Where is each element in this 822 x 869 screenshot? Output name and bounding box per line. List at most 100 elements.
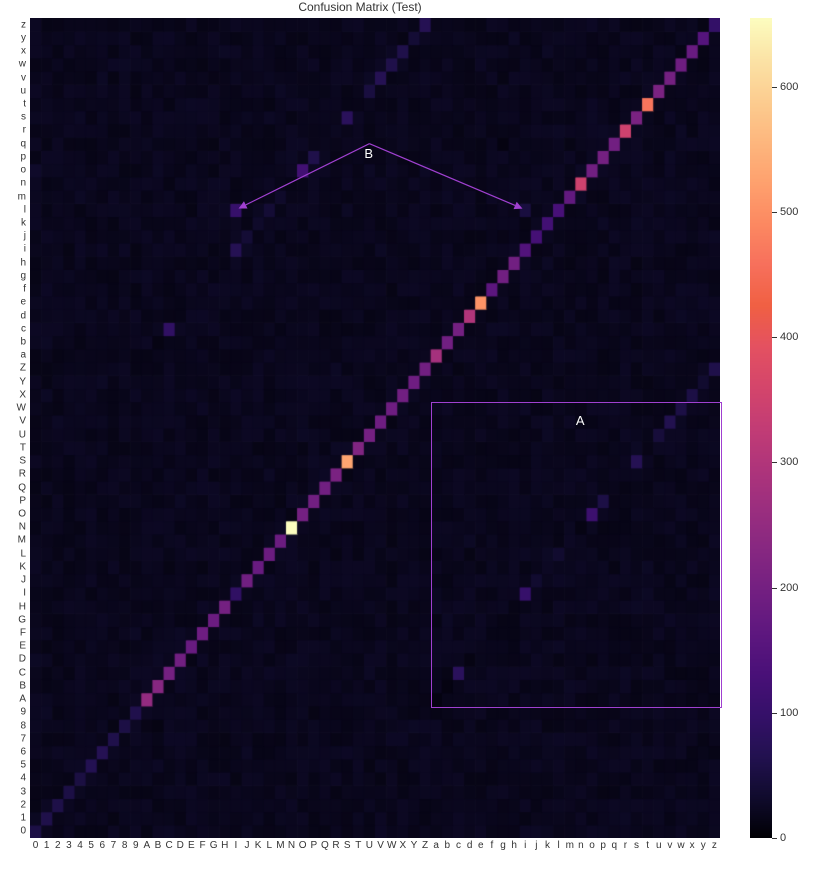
y-tick-label: t [23,98,26,109]
y-tick-label: P [19,495,26,506]
x-tick-label: d [467,840,473,851]
colorbar-tick-mark [772,588,777,589]
x-tick-label: f [490,840,493,851]
y-tick-label: p [20,151,26,162]
x-axis-labels: 0123456789ABCDEFGHIJKLMNOPQRSTUVWXYZabcd… [30,840,720,860]
x-tick-label: v [667,840,672,851]
x-tick-label: o [589,840,595,851]
x-tick-label: h [511,840,517,851]
y-tick-label: K [19,561,26,572]
y-tick-label: 6 [20,747,26,758]
y-tick-label: Z [20,363,26,374]
y-tick-label: r [23,125,26,136]
chart-container: Confusion Matrix (Test) 0123456789ABCDEF… [0,0,822,869]
y-tick-label: C [19,667,26,678]
y-tick-label: J [21,575,26,586]
y-tick-label: R [19,469,26,480]
colorbar-tick-mark [772,212,777,213]
x-tick-label: j [535,840,537,851]
y-tick-label: T [20,442,26,453]
y-tick-label: n [20,178,26,189]
heatmap-area: A B [30,18,720,838]
x-tick-label: V [377,840,384,851]
colorbar-tick-label: 300 [780,456,798,468]
x-tick-label: P [310,840,317,851]
x-tick-label: t [646,840,649,851]
y-tick-label: 3 [20,786,26,797]
x-tick-label: J [245,840,250,851]
y-tick-label: e [20,297,26,308]
y-tick-label: H [19,601,26,612]
x-tick-label: D [177,840,184,851]
x-tick-label: r [624,840,627,851]
colorbar-tick-label: 100 [780,707,798,719]
y-tick-label: d [20,310,26,321]
x-tick-label: b [445,840,451,851]
x-tick-label: 6 [100,840,106,851]
x-tick-label: X [399,840,406,851]
x-tick-label: 9 [133,840,139,851]
y-tick-label: x [21,46,26,57]
x-tick-label: y [701,840,706,851]
x-tick-label: C [165,840,172,851]
y-tick-label: z [21,19,26,30]
y-tick-label: L [20,548,26,559]
colorbar-tick-mark [772,337,777,338]
y-tick-label: m [18,191,26,202]
x-tick-label: B [155,840,162,851]
y-tick-label: h [20,257,26,268]
x-tick-label: z [712,840,717,851]
x-tick-label: i [524,840,526,851]
x-tick-label: N [288,840,295,851]
y-axis-labels: 0123456789ABCDEFGHIJKLMNOPQRSTUVWXYZabcd… [0,18,28,838]
x-tick-label: Z [422,840,428,851]
x-tick-label: l [558,840,560,851]
x-tick-label: c [456,840,461,851]
y-tick-label: a [20,350,26,361]
x-tick-label: 0 [33,840,39,851]
y-tick-label: b [20,337,26,348]
x-tick-label: 4 [77,840,83,851]
y-tick-label: W [17,403,26,414]
x-tick-label: Q [321,840,329,851]
y-tick-label: 5 [20,760,26,771]
x-tick-label: O [299,840,307,851]
y-tick-label: 9 [20,707,26,718]
x-tick-label: n [578,840,584,851]
x-tick-label: U [366,840,373,851]
x-tick-label: 3 [66,840,72,851]
x-tick-label: H [221,840,228,851]
y-tick-label: w [19,59,26,70]
colorbar-tick-label: 200 [780,582,798,594]
x-tick-label: a [433,840,439,851]
x-tick-label: 8 [122,840,128,851]
x-tick-label: W [387,840,396,851]
x-tick-label: M [276,840,284,851]
y-tick-label: D [19,654,26,665]
y-tick-label: 1 [20,813,26,824]
x-tick-label: E [188,840,195,851]
colorbar-tick-mark [772,462,777,463]
y-tick-label: 2 [20,799,26,810]
y-tick-label: G [18,614,26,625]
annotation-arrows-b [30,18,720,838]
colorbar-tick-label: 400 [780,331,798,343]
x-tick-label: g [500,840,506,851]
x-tick-label: q [611,840,617,851]
y-tick-label: X [19,389,26,400]
x-tick-label: 5 [88,840,94,851]
x-tick-label: Y [411,840,418,851]
x-tick-label: I [234,840,237,851]
colorbar-tick-mark [772,87,777,88]
y-tick-label: q [20,138,26,149]
y-tick-label: v [21,72,26,83]
y-tick-label: i [24,244,26,255]
y-tick-label: U [19,429,26,440]
x-tick-label: k [545,840,550,851]
y-tick-label: 4 [20,773,26,784]
colorbar-tick-label: 600 [780,81,798,93]
y-tick-label: S [19,456,26,467]
colorbar-tick-mark [772,713,777,714]
x-tick-label: G [210,840,218,851]
x-tick-label: T [355,840,361,851]
